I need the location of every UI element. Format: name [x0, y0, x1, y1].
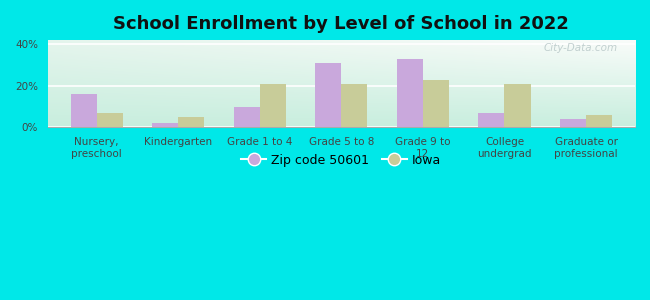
- Bar: [504, 84, 530, 127]
- Bar: [260, 84, 286, 127]
- Legend: Zip code 50601, Iowa: Zip code 50601, Iowa: [237, 148, 447, 172]
- Bar: [234, 106, 260, 127]
- Bar: [341, 84, 367, 127]
- Text: City-Data.com: City-Data.com: [543, 43, 618, 53]
- Bar: [397, 59, 423, 127]
- Bar: [152, 123, 178, 127]
- Bar: [97, 113, 123, 127]
- Bar: [586, 115, 612, 127]
- Bar: [478, 113, 504, 127]
- Bar: [178, 117, 204, 127]
- Title: School Enrollment by Level of School in 2022: School Enrollment by Level of School in …: [113, 15, 569, 33]
- Bar: [423, 80, 449, 127]
- Bar: [315, 63, 341, 127]
- Bar: [560, 119, 586, 127]
- Bar: [71, 94, 97, 127]
